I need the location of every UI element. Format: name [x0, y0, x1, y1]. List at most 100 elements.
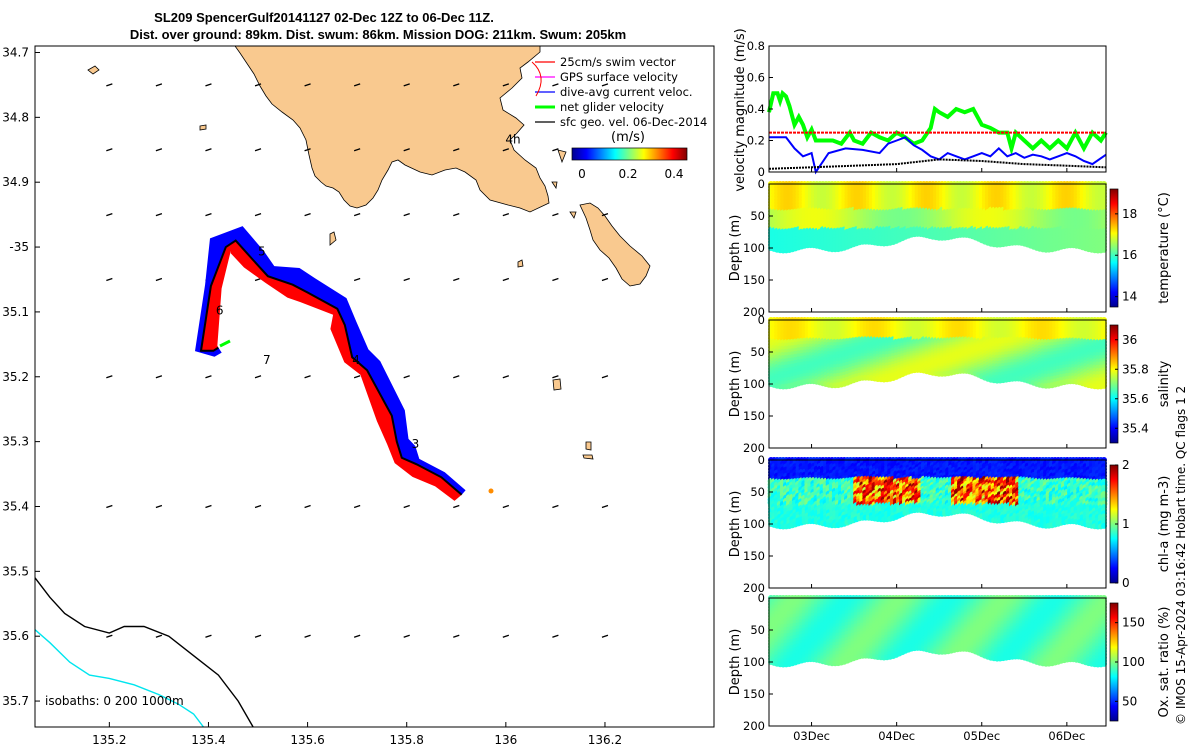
map-y-tick-label: 35.4 [2, 499, 29, 513]
figure-title-line1: SL209 SpencerGulf20141127 02-Dec 12Z to … [154, 10, 494, 25]
sfc-geo-vector [254, 375, 262, 379]
sfc-geo-vector [552, 83, 559, 87]
day-marker-label: 4 [352, 353, 360, 367]
sfc-geo-vector [353, 375, 361, 379]
sfc-geo-vector [552, 504, 559, 509]
velocity-ticks: 00.20.40.60.8 [747, 39, 1068, 179]
sfc-geo-vector [453, 83, 460, 87]
map-x-tick-label: 135.2 [92, 733, 126, 747]
temperature-y-tick-label: 0 [758, 177, 765, 191]
map-x-tick-label: 135.8 [390, 733, 424, 747]
legend-dive-avg: dive-avg current veloc. [535, 85, 693, 99]
map-axis-ticks: 135.2 135.4 135.6 135.8 136 136.234.734.834.9… [2, 45, 622, 747]
sfc-geo-vector [453, 634, 460, 638]
sfc-geo-vector [403, 634, 410, 638]
day-marker-label: 5 [258, 244, 266, 258]
day-marker-label: 4h [505, 132, 520, 146]
legend-gps-velocity: GPS surface velocity [535, 70, 678, 84]
sfc-geo-vector [353, 504, 361, 509]
sfc-geo-vector [304, 148, 311, 152]
map-y-tick-label: 35.6 [2, 629, 29, 643]
sfc-geo-vector [601, 83, 609, 87]
legend-net-glider: net glider velocity [535, 100, 664, 114]
sfc-geo-vector [304, 83, 311, 87]
map-frame [34, 45, 715, 728]
temperature-colorbar [1109, 188, 1119, 308]
temperature-colorbar-label: temperature (°C) [1157, 192, 1172, 304]
sfc-geo-vector [502, 277, 510, 282]
day-marker-label: 6 [216, 304, 224, 318]
sfc-geo-vector [403, 213, 410, 217]
sfc-geo-vector [502, 148, 510, 152]
glider-end-marker [488, 488, 494, 494]
map-colorbar-ticks: 0 0.2 0.4 [578, 167, 683, 181]
legend-gps-velocity-label: GPS surface velocity [560, 70, 678, 84]
day-marker-label: 7 [263, 353, 271, 367]
velocity-series [767, 89, 1108, 175]
sfc-geo-vector [205, 504, 212, 509]
sfc-geo-vector [353, 634, 361, 638]
legend-swim-vector-label: 25cm/s swim vector [560, 55, 676, 69]
sfc-geo-vector [106, 277, 113, 282]
sfc-geo-vector [403, 277, 410, 282]
sfc-geo-vector [601, 504, 609, 509]
colorbar-title: (m/s) [611, 130, 645, 145]
sfc-geo-vector [155, 634, 163, 638]
velocity-panel: 00.20.40.60.8 velocity magnitude (m/s) [733, 28, 1108, 192]
sfc-geo-vector [254, 83, 262, 87]
sfc-geo-vector [403, 83, 410, 87]
day-marker-label: 3 [412, 437, 420, 451]
temperature-scatter [768, 181, 1107, 254]
sfc-geo-vector [453, 148, 460, 152]
land-masses [87, 46, 651, 460]
map-y-tick-label: 35.7 [2, 694, 29, 708]
sfc-geo-vector [601, 277, 609, 282]
sfc-geo-vector-field [106, 83, 609, 638]
sfc-geo-vector [453, 277, 460, 282]
sfc-geo-vector [453, 213, 460, 217]
map-colorbar-tick: 0.2 [618, 167, 637, 181]
sfc-geo-vector [552, 277, 559, 282]
map-x-tick-label: 136.2 [588, 733, 622, 747]
map-y-tick-label: -35 [9, 240, 29, 254]
legend-sfc-geo-label: sfc geo. vel. 06-Dec-2014 [560, 115, 707, 129]
velocity-y-tick-label: 0.2 [747, 134, 765, 148]
temperature-y-tick-label: 50 [750, 209, 765, 223]
temperature-colorbar-tick-label: 16 [1122, 248, 1137, 262]
sfc-geo-vector [601, 634, 609, 638]
sfc-geo-vector [205, 83, 212, 87]
sfc-geo-vector [552, 148, 559, 152]
sfc-geo-vector [106, 504, 113, 509]
isobath-200m [35, 629, 205, 727]
sfc-geo-vector [502, 504, 510, 509]
sfc-geo-vector [106, 375, 113, 379]
sfc-geo-vector [304, 634, 311, 638]
sfc-geo-vector [403, 148, 410, 152]
sfc-geo-vector [552, 375, 559, 379]
legend-net-glider-label: net glider velocity [560, 100, 664, 114]
sfc-geo-vector [601, 375, 609, 379]
velocity-series-line [769, 136, 1107, 175]
sfc-geo-vector [254, 504, 262, 509]
sfc-geo-vector [502, 375, 510, 379]
land-main-peninsula [234, 46, 550, 213]
sfc-geo-vector [254, 634, 262, 638]
temperature-ylabel: Depth (m) [728, 215, 743, 282]
figure-title-line2: Dist. over ground: 89km. Dist. swum: 86k… [130, 27, 626, 42]
sfc-geo-vector [353, 277, 361, 282]
sfc-geo-vector [205, 375, 212, 379]
sfc-geo-vector [106, 213, 113, 217]
net-glider-velocity-marks [219, 339, 231, 348]
map-y-tick-label: 35.5 [2, 564, 29, 578]
land-east-islands [579, 202, 651, 287]
sfc-geo-vector [601, 213, 609, 217]
sfc-geo-vector [403, 375, 410, 379]
isobath-1000m [35, 577, 254, 727]
map-y-tick-label: 35.1 [2, 305, 29, 319]
legend-swim-curve [531, 61, 542, 97]
sfc-geo-vector [155, 504, 163, 509]
